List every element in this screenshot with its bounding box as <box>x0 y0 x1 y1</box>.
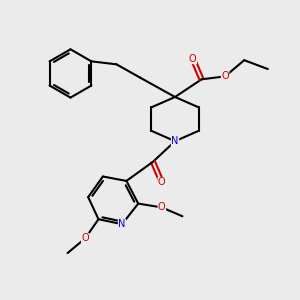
Text: O: O <box>158 177 166 188</box>
Text: O: O <box>221 71 229 81</box>
Text: N: N <box>171 136 179 146</box>
Text: O: O <box>81 233 89 243</box>
Text: O: O <box>189 54 196 64</box>
Text: N: N <box>118 219 126 229</box>
Text: O: O <box>158 202 166 212</box>
